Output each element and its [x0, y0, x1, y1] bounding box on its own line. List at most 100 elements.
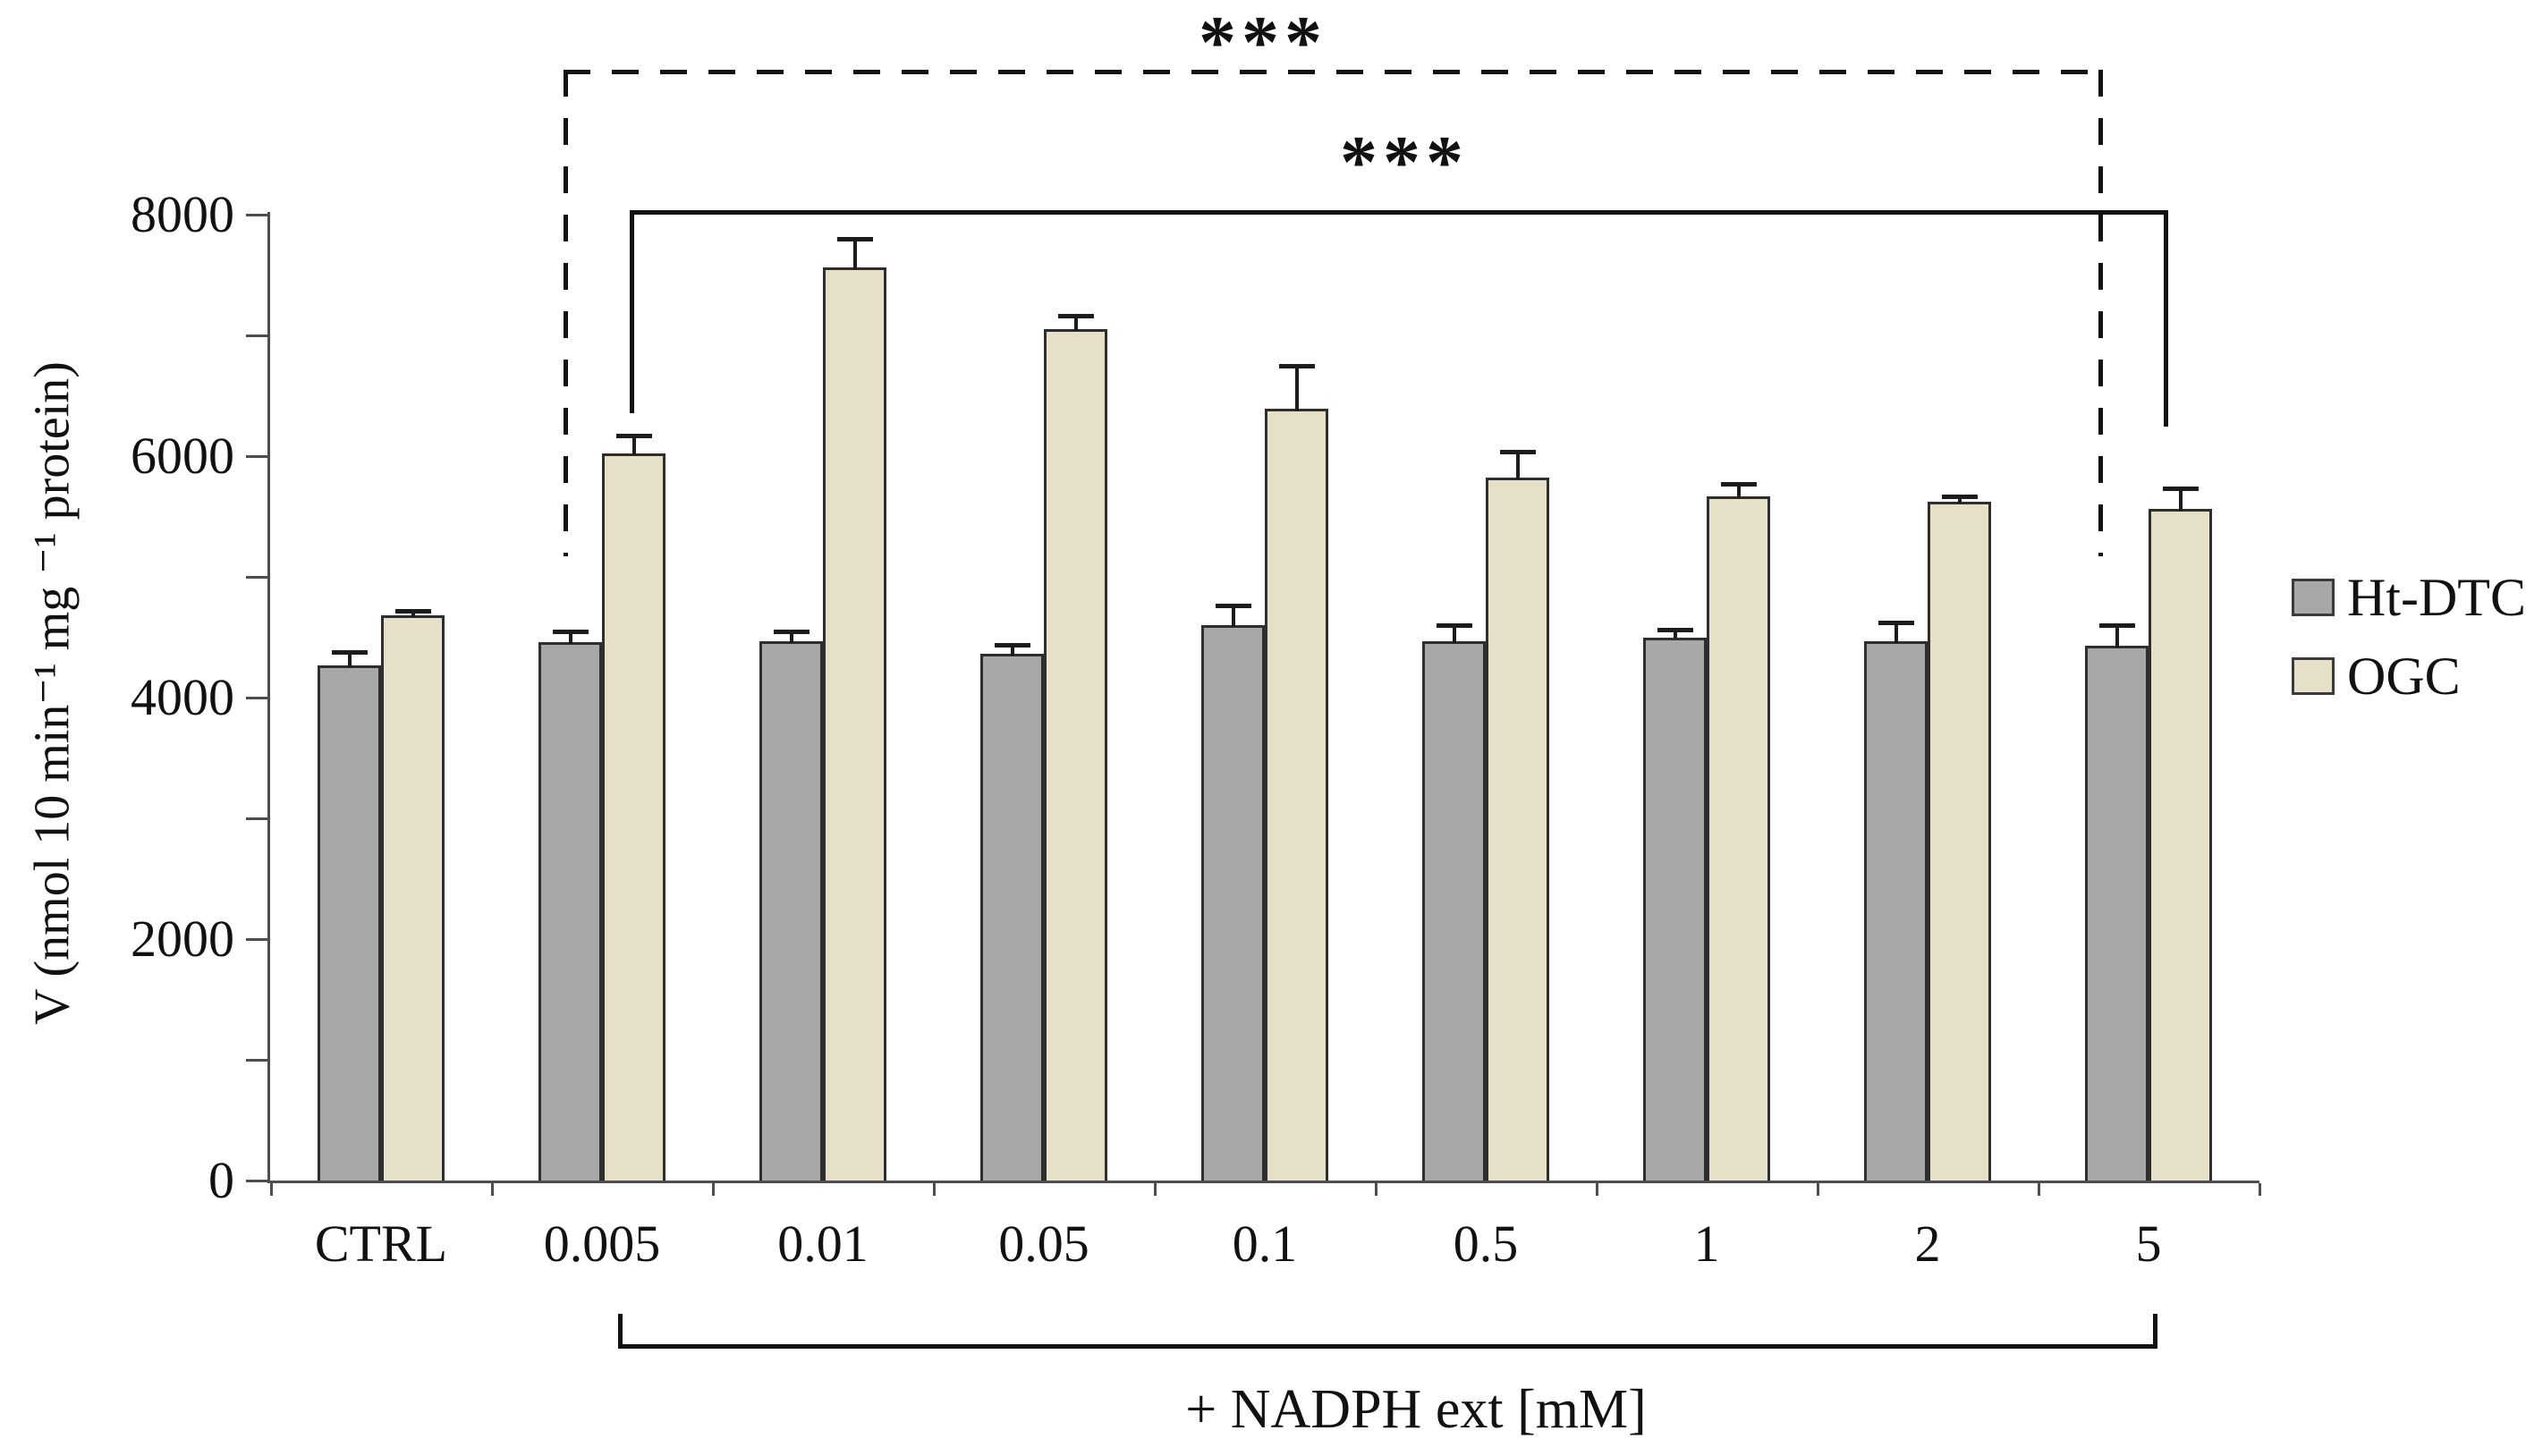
- bar-ogc-2: [1928, 502, 1991, 1181]
- bar-ogc-0.05: [1044, 329, 1107, 1181]
- y-axis-tick: [246, 334, 267, 337]
- x-tick-label: 0.5: [1453, 1215, 1519, 1273]
- bar-ogc-1: [1707, 495, 1770, 1181]
- y-axis-tick: [246, 1180, 267, 1182]
- y-axis-tick: [246, 1059, 267, 1062]
- bar-htdtc-ctrl: [318, 665, 381, 1181]
- error-bar: [568, 631, 572, 644]
- x-tick-label: CTRL: [314, 1215, 448, 1273]
- solid-bracket-left-arm: [630, 210, 634, 413]
- bar-htdtc-1: [1643, 637, 1707, 1181]
- error-bar: [1452, 625, 1456, 643]
- bar-htdtc-0.1: [1201, 625, 1265, 1181]
- bar-ogc-0.01: [823, 267, 886, 1181]
- error-bar: [347, 651, 352, 667]
- error-bar-cap: [1436, 623, 1472, 628]
- legend-swatch-htdtc: [2292, 579, 2335, 616]
- y-axis-tick: [246, 576, 267, 579]
- x-tick-label: 0.05: [998, 1215, 1089, 1273]
- y-axis-tick: [246, 455, 267, 458]
- y-axis-tick: [246, 938, 267, 941]
- y-tick-label: 8000: [131, 185, 234, 243]
- error-bar-cap: [1941, 495, 1978, 500]
- error-bar-cap: [1499, 449, 1536, 454]
- bar-ogc-5: [2149, 509, 2212, 1181]
- x-axis-tick: [2037, 1183, 2040, 1196]
- y-tick-label: 2000: [131, 910, 234, 968]
- x-tick-label: 2: [1914, 1215, 1941, 1273]
- bar-htdtc-0.005: [538, 641, 602, 1181]
- nadph-bracket-left-tick: [618, 1314, 623, 1349]
- error-bar-cap: [1278, 363, 1315, 368]
- error-bar: [2115, 625, 2119, 648]
- solid-bracket-right-arm: [2164, 210, 2168, 427]
- x-tick-label: 1: [1693, 1215, 1720, 1273]
- error-bar: [789, 631, 793, 644]
- x-axis-tick: [2258, 1183, 2261, 1196]
- x-axis-bracket-label: + NADPH ext [mM]: [1185, 1379, 1647, 1440]
- error-bar-cap: [1657, 628, 1693, 633]
- dashed-bracket-right-arm: [2098, 70, 2103, 556]
- bar-htdtc-0.5: [1422, 640, 1486, 1181]
- error-bar-cap: [615, 434, 652, 439]
- bar-ogc-0.1: [1265, 409, 1328, 1181]
- x-axis-tick: [1816, 1183, 1819, 1196]
- error-bar: [1515, 451, 1520, 480]
- error-bar: [411, 610, 415, 618]
- error-bar: [1010, 644, 1014, 656]
- bar-htdtc-5: [2085, 645, 2149, 1181]
- error-bar: [1294, 365, 1299, 411]
- y-axis-tick: [246, 817, 267, 820]
- error-bar: [1736, 484, 1741, 498]
- error-bar: [632, 436, 636, 456]
- y-axis-tick: [246, 697, 267, 699]
- error-bar-cap: [2162, 487, 2199, 492]
- legend-item-htdtc: Ht-DTC: [2292, 571, 2526, 624]
- error-bar-cap: [552, 630, 589, 635]
- x-axis-tick: [932, 1183, 936, 1196]
- solid-bracket-horizontal: [630, 210, 2168, 215]
- error-bar-cap: [994, 642, 1030, 648]
- error-bar: [1957, 496, 1962, 504]
- y-tick-label: 6000: [131, 427, 234, 485]
- legend-item-ogc: OGC: [2292, 649, 2461, 703]
- error-bar-cap: [773, 629, 810, 634]
- x-axis-tick: [1595, 1183, 1598, 1196]
- y-axis-tick: [246, 214, 267, 216]
- legend-label-ogc: OGC: [2347, 647, 2461, 706]
- significance-stars-mid: ***: [1340, 121, 1469, 204]
- bar-htdtc-0.05: [980, 654, 1044, 1181]
- bar-ogc-0.005: [602, 453, 665, 1181]
- x-axis-line: [267, 1181, 2259, 1183]
- error-bar: [2178, 488, 2183, 512]
- x-axis-tick: [711, 1183, 715, 1196]
- error-bar-cap: [331, 649, 368, 655]
- x-tick-label: 5: [2135, 1215, 2162, 1273]
- y-tick-label: 0: [208, 1151, 234, 1209]
- bar-ogc-0.5: [1486, 478, 1549, 1181]
- nadph-bracket-right-tick: [2153, 1314, 2157, 1349]
- nadph-bracket-horizontal: [618, 1344, 2157, 1349]
- error-bar-cap: [1215, 603, 1251, 608]
- x-axis-tick: [490, 1183, 494, 1196]
- dashed-bracket-horizontal: [564, 70, 2100, 74]
- x-axis-tick: [1374, 1183, 1377, 1196]
- bar-ogc-ctrl: [381, 615, 445, 1181]
- error-bar-cap: [394, 608, 431, 614]
- bar-htdtc-0.01: [759, 641, 823, 1181]
- error-bar: [1073, 316, 1078, 332]
- legend-swatch-ogc: [2292, 657, 2335, 695]
- error-bar-cap: [1878, 621, 1914, 626]
- x-tick-label: 0.1: [1232, 1215, 1298, 1273]
- error-bar-cap: [836, 237, 873, 241]
- x-axis-tick: [1153, 1183, 1157, 1196]
- error-bar-cap: [2098, 623, 2135, 628]
- bar-htdtc-2: [1864, 640, 1928, 1181]
- y-tick-label: 4000: [131, 668, 234, 726]
- y-axis-line: [267, 212, 270, 1183]
- x-axis-tick: [269, 1183, 273, 1196]
- error-bar-cap: [1720, 482, 1757, 487]
- error-bar: [1231, 605, 1235, 627]
